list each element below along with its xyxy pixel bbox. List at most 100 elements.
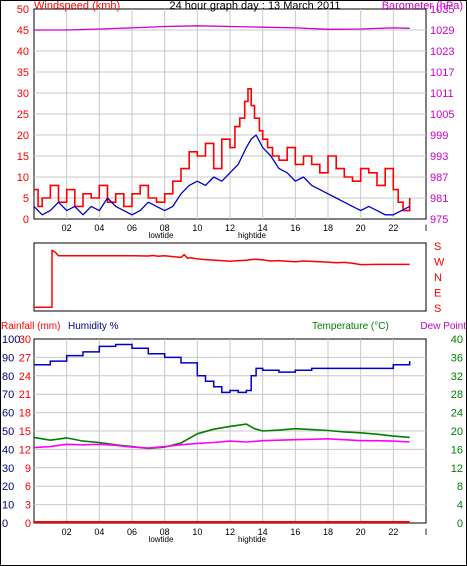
hour-tick-label: 20 — [356, 527, 366, 537]
hour-tick-label: 06 — [127, 527, 137, 537]
hour-tick-label: 12 — [225, 223, 235, 233]
windspeed-tick-label: 5 — [23, 193, 29, 205]
wind-direction-series-line — [34, 249, 410, 308]
humidity-tick-label: 80 — [2, 371, 14, 383]
humidity-tick-label: 90 — [2, 352, 14, 364]
gust-series-line — [34, 88, 411, 212]
windspeed-tick-label: 20 — [17, 130, 29, 142]
barometer-tick-label: 987 — [430, 172, 448, 184]
windspeed-tick-label: 45 — [17, 25, 29, 37]
humidity-axis-title: Humidity % — [68, 321, 119, 332]
hightide-marker-1: hightide — [238, 231, 267, 240]
rainfall-tick-label: 3 — [25, 500, 31, 512]
temp-humidity-series — [33, 343, 411, 523]
hour-tick-label: 16 — [290, 223, 300, 233]
humidity-tick-label: 20 — [2, 481, 14, 493]
windspeed-tick-label: 10 — [17, 172, 29, 184]
hour-tick-label: 08 — [160, 527, 170, 537]
hour-tick-label: 18 — [323, 223, 333, 233]
windspeed-tick-label: 30 — [17, 88, 29, 100]
windspeed-tick-label: 35 — [17, 67, 29, 79]
humidity-tick-label: 70 — [2, 389, 14, 401]
barometer-tick-label: 1011 — [430, 88, 454, 100]
hour-tick-label: 02 — [62, 527, 72, 537]
dewpoint-series-line — [33, 437, 410, 449]
barometer-tick-label: 999 — [430, 130, 448, 142]
barometer-tick-label: 975 — [430, 214, 448, 226]
barometer-series-line — [34, 25, 410, 31]
temperature-series-line — [33, 423, 410, 450]
direction-tick-label: N — [434, 272, 442, 284]
humidity-tick-label: 0 — [2, 518, 8, 530]
humidity-tick-label: 60 — [2, 408, 14, 420]
wind-baro-tick-labels: 0 5 10 15 20 25 30 35 40 45 50 975 981 987 993 999 1005 1… — [17, 4, 455, 233]
barometer-tick-label: 1035 — [430, 4, 454, 16]
windspeed-tick-label: 0 — [23, 214, 29, 226]
hour-tick-label: 20 — [356, 223, 366, 233]
barometer-tick-label: 1023 — [430, 46, 454, 58]
lowtide-marker-2: lowtide — [149, 535, 174, 544]
direction-tick-label: S — [434, 303, 441, 315]
hour-tick-label: 16 — [290, 527, 300, 537]
lowtide-marker-1: lowtide — [149, 231, 174, 240]
hour-tick-label: 02 — [62, 223, 72, 233]
rainfall-tick-label: 27 — [19, 352, 31, 364]
windspeed-tick-label: 15 — [17, 151, 29, 163]
rainfall-tick-label: 18 — [19, 408, 31, 420]
temperature-tick-label: 40 — [451, 334, 463, 346]
wind-direction-series — [34, 249, 410, 308]
windspeed-tick-label: 40 — [17, 46, 29, 58]
temperature-tick-label: 4 — [457, 500, 463, 512]
humidity-tick-label: 30 — [2, 463, 14, 475]
hour-tick-label: 18 — [323, 527, 333, 537]
temperature-tick-label: 0 — [457, 518, 463, 530]
rainfall-tick-label: 6 — [25, 481, 31, 493]
direction-tick-label: S — [434, 241, 441, 253]
rainfall-tick-label: 15 — [19, 426, 31, 438]
hour-tick-label: 22 — [388, 223, 398, 233]
hour-tick-label: 22 — [388, 527, 398, 537]
hour-tick-label: 04 — [94, 527, 104, 537]
wind-baro-grid — [34, 9, 426, 219]
barometer-tick-label: 1017 — [430, 67, 454, 79]
windspeed-tick-label: 50 — [17, 4, 29, 16]
barometer-axis-title: Barometer (hPa) — [382, 0, 463, 12]
hour-tick-label: 04 — [94, 223, 104, 233]
humidity-tick-label: 50 — [2, 426, 14, 438]
temperature-tick-label: 36 — [451, 352, 463, 364]
hour-tick-label: 06 — [127, 223, 137, 233]
rainfall-tick-label: 0 — [25, 518, 31, 530]
hour-tick-label: 12 — [225, 527, 235, 537]
page-title: 24 hour graph day : 13 March 2011 — [169, 0, 340, 12]
temperature-tick-label: 24 — [451, 408, 463, 420]
wind-direction-frame — [33, 242, 427, 312]
dewpoint-axis-title: Dew Point — [420, 321, 466, 332]
rainfall-tick-label: 21 — [19, 389, 31, 401]
rainfall-tick-label: 24 — [19, 371, 31, 383]
windspeed-axis-title: Windspeed (kmh) — [34, 0, 120, 12]
humidity-tick-label: 10 — [2, 500, 14, 512]
humidity-tick-label: 40 — [2, 444, 14, 456]
temperature-tick-label: 28 — [451, 389, 463, 401]
rainfall-tick-label: 30 — [19, 334, 31, 346]
hour-tick-label: I — [425, 527, 428, 537]
hour-tick-label: 08 — [160, 223, 170, 233]
hightide-marker-2: hightide — [238, 535, 267, 544]
temperature-tick-label: 16 — [451, 444, 463, 456]
hour-tick-label: 14 — [258, 527, 268, 537]
barometer-tick-label: 1005 — [430, 109, 454, 121]
direction-tick-label: W — [434, 257, 445, 269]
wind-baro-panel: 0 5 10 15 20 25 30 35 40 45 50 975 981 987 993 999 1005 1… — [17, 0, 463, 240]
temperature-tick-label: 20 — [451, 426, 463, 438]
average-speed-series-line — [33, 134, 410, 216]
temperature-tick-label: 32 — [451, 371, 463, 383]
humidity-tick-label: 100 — [2, 334, 20, 346]
windspeed-tick-label: 25 — [17, 109, 29, 121]
direction-tick-label: E — [434, 288, 441, 300]
hour-tick-label: I — [425, 223, 428, 233]
barometer-tick-label: 993 — [430, 151, 448, 163]
